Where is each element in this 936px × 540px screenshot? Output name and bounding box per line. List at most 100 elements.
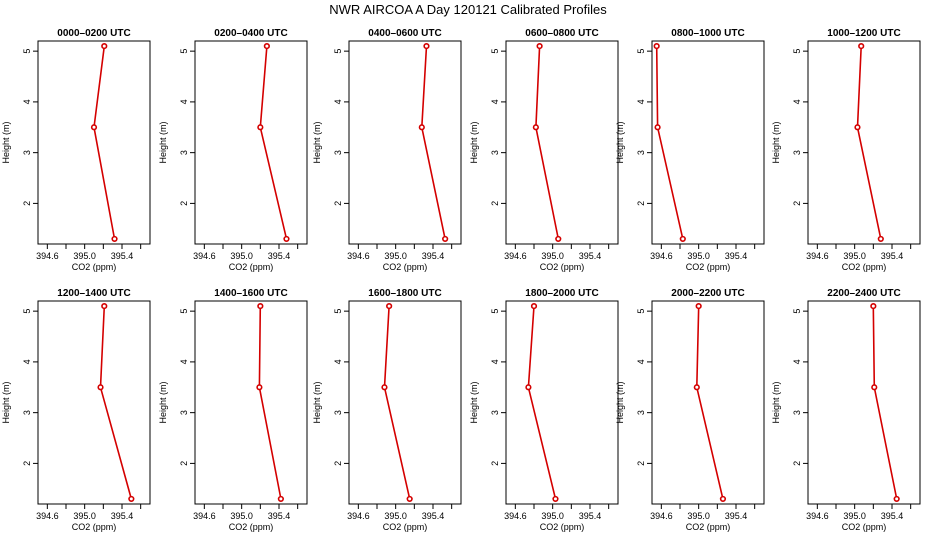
y-axis-label: Height (m) — [469, 121, 479, 163]
y-tick-label: 2 — [792, 201, 802, 206]
y-tick-label: 5 — [490, 49, 500, 54]
data-point — [101, 42, 108, 50]
y-tick-label: 4 — [179, 359, 189, 364]
y-tick-label: 3 — [792, 150, 802, 155]
data-point — [97, 384, 104, 391]
plot-frame — [651, 40, 765, 245]
profile-line — [655, 46, 684, 240]
x-tick-label: 395.4 — [268, 511, 291, 521]
data-point — [257, 302, 264, 310]
profile-line — [872, 306, 898, 500]
y-axis: 2 3 4 5 Height (m) — [1, 309, 38, 466]
plot-frame — [651, 300, 765, 505]
y-axis: 2 3 4 5 Height (m) — [469, 49, 506, 206]
y-axis-label: Height (m) — [615, 121, 625, 163]
x-tick-label: 394.6 — [806, 251, 829, 261]
y-tick-label: 4 — [22, 99, 32, 104]
y-tick-label: 2 — [333, 461, 343, 466]
data-point — [552, 495, 559, 503]
panel-title: 2000–2200 UTC — [671, 288, 744, 299]
y-axis-label: Height (m) — [771, 381, 781, 423]
y-tick-label: 2 — [636, 461, 646, 466]
x-axis-label: CO2 (ppm) — [383, 522, 428, 532]
x-axis-label: CO2 (ppm) — [842, 522, 887, 532]
y-tick-label: 5 — [792, 309, 802, 314]
panel-title: 1000–1200 UTC — [827, 28, 900, 39]
data-point — [277, 495, 284, 503]
x-axis-label: CO2 (ppm) — [540, 262, 585, 272]
y-tick-label: 4 — [792, 359, 802, 364]
x-tick-label: 395.4 — [422, 251, 445, 261]
x-tick-label: 395.0 — [73, 251, 96, 261]
y-axis: 2 3 4 5 Height (m) — [158, 49, 195, 206]
y-tick-label: 3 — [179, 410, 189, 415]
y-axis-label: Height (m) — [771, 121, 781, 163]
data-point — [525, 384, 532, 391]
profile-line — [383, 306, 411, 500]
data-point — [893, 495, 900, 503]
profile-line — [527, 306, 557, 500]
y-axis: 2 3 4 5 Height (m) — [312, 309, 349, 466]
y-tick-label: 2 — [333, 201, 343, 206]
y-axis-label: Height (m) — [469, 381, 479, 423]
y-axis: 2 3 4 5 Height (m) — [1, 49, 38, 206]
profile-line — [259, 46, 288, 240]
y-tick-label: 5 — [179, 309, 189, 314]
figure-title: NWR AIRCOA A Day 120121 Calibrated Profi… — [329, 2, 607, 17]
y-tick-label: 4 — [636, 99, 646, 104]
y-axis-label: Height (m) — [312, 381, 322, 423]
y-tick-label: 5 — [22, 49, 32, 54]
x-axis-label: CO2 (ppm) — [72, 262, 117, 272]
x-tick-label: 395.4 — [422, 511, 445, 521]
data-point — [877, 235, 884, 243]
y-tick-label: 5 — [636, 309, 646, 314]
x-tick-label: 394.6 — [36, 251, 59, 261]
x-tick-label: 395.4 — [111, 511, 134, 521]
x-tick-label: 395.0 — [384, 251, 407, 261]
data-point — [530, 302, 538, 310]
x-tick-label: 395.0 — [541, 511, 564, 521]
data-point — [386, 302, 393, 310]
y-tick-label: 3 — [490, 410, 500, 415]
plot-frame — [37, 300, 151, 505]
y-tick-label: 4 — [490, 99, 500, 104]
y-axis-label: Height (m) — [1, 121, 11, 163]
x-axis-label: CO2 (ppm) — [229, 522, 274, 532]
y-tick-label: 5 — [333, 309, 343, 314]
y-axis: 2 3 4 5 Height (m) — [615, 309, 652, 466]
plot-frame — [807, 300, 921, 505]
y-axis-label: Height (m) — [312, 121, 322, 163]
y-tick-label: 5 — [179, 49, 189, 54]
data-point — [256, 384, 263, 391]
panel-title: 0200–0400 UTC — [214, 28, 287, 39]
x-tick-label: 394.6 — [347, 251, 370, 261]
y-axis: 2 3 4 5 Height (m) — [771, 309, 808, 466]
data-point — [695, 302, 702, 310]
x-tick-label: 394.6 — [36, 511, 59, 521]
x-tick-label: 394.6 — [504, 511, 527, 521]
y-axis: 2 3 4 5 Height (m) — [158, 309, 195, 466]
y-tick-label: 3 — [636, 150, 646, 155]
y-axis-label: Height (m) — [615, 381, 625, 423]
plot-frame — [37, 40, 151, 245]
x-tick-label: 395.4 — [268, 251, 291, 261]
x-axis-label: CO2 (ppm) — [229, 262, 274, 272]
plot-frame — [348, 300, 462, 505]
y-axis-label: Height (m) — [158, 121, 168, 163]
y-tick-label: 3 — [22, 150, 32, 155]
profile-line — [93, 45, 116, 240]
profile-line — [535, 46, 560, 240]
x-tick-label: 395.4 — [881, 251, 904, 261]
y-tick-label: 3 — [22, 410, 32, 415]
y-tick-label: 4 — [792, 99, 802, 104]
profile-line — [99, 306, 133, 500]
y-tick-label: 2 — [22, 461, 32, 466]
